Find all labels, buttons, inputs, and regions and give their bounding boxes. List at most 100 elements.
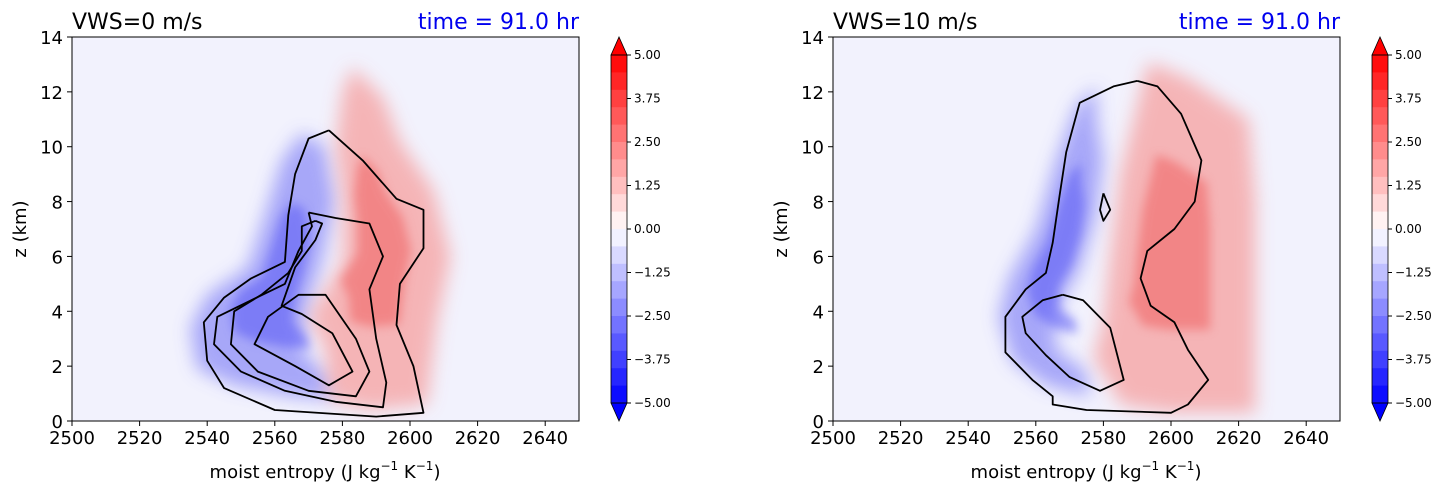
contour-line <box>1004 80 1210 414</box>
colorbar-tick-label: 2.50 <box>634 135 661 149</box>
field-layer <box>998 64 1256 413</box>
x-tick-label: 2560 <box>252 428 298 449</box>
y-tick-label: 10 <box>801 138 824 159</box>
colorbar-segment <box>611 298 627 317</box>
x-axis-label: moist entropy (J kg−1 K−1) <box>971 459 1202 483</box>
colorbar-segment <box>1372 142 1388 160</box>
colorbar-tick-label: −1.25 <box>634 266 671 280</box>
panel-left: 2500 2520 2540 2560 2580 2600 2620 2640 0 2 4 6 8 10… <box>10 10 671 483</box>
field-layer <box>190 67 451 410</box>
y-tick-label: 2 <box>813 357 824 378</box>
colorbar-tick-label: −2.50 <box>634 309 671 323</box>
contour-layer <box>202 129 425 418</box>
time-label: time = 91.0 hr <box>1179 10 1341 35</box>
colorbar-tick-label: −2.50 <box>1395 309 1432 323</box>
x-tick-label: 2600 <box>387 428 433 449</box>
contour-line <box>229 219 371 398</box>
colorbar-tick-label: 5.00 <box>1395 48 1422 62</box>
colorbar-tick-label: 0.00 <box>634 222 661 236</box>
colorbar-extend-bottom <box>610 402 628 422</box>
colorbar-extend-top <box>1371 36 1389 56</box>
time-label: time = 91.0 hr <box>418 10 580 35</box>
x-tick-label: 2620 <box>1216 428 1262 449</box>
colorbar-segment <box>1372 350 1388 369</box>
negative-field-core <box>230 202 311 349</box>
contour-line <box>213 211 388 409</box>
y-tick-label: 10 <box>40 138 63 159</box>
colorbar-segment <box>1372 89 1388 108</box>
x-axis-label: moist entropy (J kg−1 K−1) <box>210 459 441 483</box>
colorbar-extend-top <box>610 36 628 56</box>
colorbar-segment <box>1372 333 1388 352</box>
y-tick-label: 14 <box>40 28 63 49</box>
y-axis: 0 2 4 6 8 10 12 14 <box>801 28 833 433</box>
x-tick-label: 2500 <box>810 428 856 449</box>
y-tick-label: 12 <box>801 83 824 104</box>
panel-right: 2500 2520 2540 2560 2580 2600 2620 2640 0 2 4 6 8 10… <box>771 10 1432 483</box>
colorbar-tick-label: 1.25 <box>1395 179 1422 193</box>
colorbar: 5.00 3.75 2.50 1.25 0.00 −1.25 −2.50 −3.75 −5.00 <box>610 36 671 422</box>
y-tick-label: 2 <box>52 357 63 378</box>
colorbar-segment <box>611 263 627 282</box>
colorbar-segment <box>611 316 627 334</box>
panel-title: VWS=10 m/s <box>833 10 978 35</box>
panel-title: VWS=0 m/s <box>72 10 203 35</box>
y-tick-label: 14 <box>801 28 824 49</box>
colorbar-segment <box>1372 298 1388 317</box>
colorbar-segment <box>1372 124 1388 143</box>
colorbar-segment <box>611 107 627 126</box>
colorbar-segment <box>1372 211 1388 230</box>
x-tick-label: 2560 <box>1013 428 1059 449</box>
colorbar-segment <box>611 333 627 352</box>
colorbar-segment <box>1372 263 1388 282</box>
colorbar-segment <box>611 55 627 73</box>
colorbar-tick-label: 1.25 <box>634 179 661 193</box>
contour-layer <box>1004 80 1210 414</box>
colorbar-tick-label: −5.00 <box>634 396 671 410</box>
colorbar-tick-label: −5.00 <box>1395 396 1432 410</box>
colorbar-segment <box>611 72 627 91</box>
colorbar-segment <box>1372 316 1388 334</box>
x-tick-label: 2540 <box>945 428 991 449</box>
y-tick-label: 0 <box>813 412 824 433</box>
colorbar-segment <box>611 211 627 230</box>
colorbar-segment <box>1372 246 1388 265</box>
colorbar-tick-label: −3.75 <box>634 353 671 367</box>
positive-field-core <box>1129 155 1211 330</box>
contour-line <box>1099 192 1112 222</box>
colorbar-segment <box>1372 176 1388 195</box>
x-tick-label: 2620 <box>455 428 501 449</box>
colorbar-extend-bottom <box>1371 402 1389 422</box>
colorbar-segment <box>1372 159 1388 178</box>
colorbar-segment <box>1372 385 1388 404</box>
x-tick-label: 2600 <box>1148 428 1194 449</box>
x-axis: 2500 2520 2540 2560 2580 2600 2620 2640 <box>810 421 1329 449</box>
colorbar-segment <box>1372 229 1388 247</box>
colorbar-tick-label: 0.00 <box>1395 222 1422 236</box>
contour-line <box>202 129 425 418</box>
plot-frame <box>832 36 1341 422</box>
colorbar-segment <box>1372 107 1388 126</box>
y-axis-label: z (km) <box>771 200 792 257</box>
colorbar-segment <box>611 350 627 369</box>
colorbar-segment <box>1372 368 1388 387</box>
y-tick-label: 4 <box>813 302 824 323</box>
colorbar-segment <box>1372 72 1388 91</box>
x-tick-label: 2540 <box>184 428 230 449</box>
colorbar-segment <box>1372 194 1388 213</box>
y-tick-label: 8 <box>813 193 824 214</box>
x-tick-label: 2640 <box>1283 428 1329 449</box>
y-tick-label: 4 <box>52 302 63 323</box>
colorbar-tick-label: 2.50 <box>1395 135 1422 149</box>
y-axis-label: z (km) <box>10 200 31 257</box>
colorbar-segment <box>611 246 627 265</box>
y-tick-label: 6 <box>813 247 824 268</box>
negative-field-core <box>1027 163 1085 334</box>
colorbar-tick-label: −3.75 <box>1395 353 1432 367</box>
colorbar-segment <box>611 124 627 143</box>
x-tick-label: 2640 <box>522 428 568 449</box>
y-tick-label: 6 <box>52 247 63 268</box>
colorbar-tick-label: −1.25 <box>1395 266 1432 280</box>
x-tick-label: 2520 <box>117 428 163 449</box>
